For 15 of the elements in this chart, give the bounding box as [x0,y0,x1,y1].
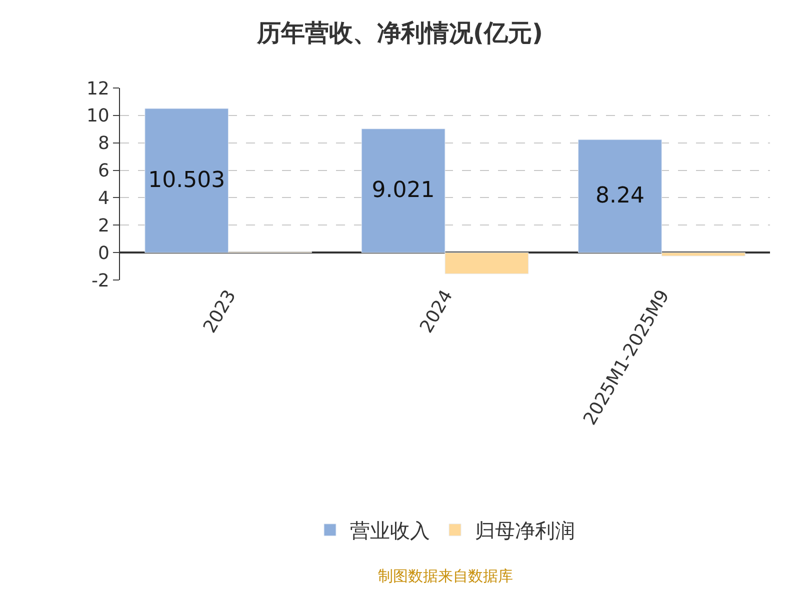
text: 制图数据来自数据库 [378,567,513,585]
y-tick-label: 6 [98,160,110,182]
data-label: 8.24 [595,184,644,209]
data-label: 9.021 [372,178,435,204]
y-tick-label: 12 [86,78,110,100]
y-tick-label: 0 [98,242,110,264]
legend-label: 归母净利润 [475,518,575,543]
y-tick-label: -2 [91,270,110,292]
chart-title: 历年营收、净利情况(亿元) [256,18,543,47]
y-tick-label: 2 [98,215,110,236]
y-tick-label: 4 [98,188,110,210]
y-tick-label: 8 [98,133,110,154]
y-tick-label: 10 [86,106,110,127]
data-label: 10.503 [148,168,226,194]
legend-label: 营业收入 [350,518,430,543]
